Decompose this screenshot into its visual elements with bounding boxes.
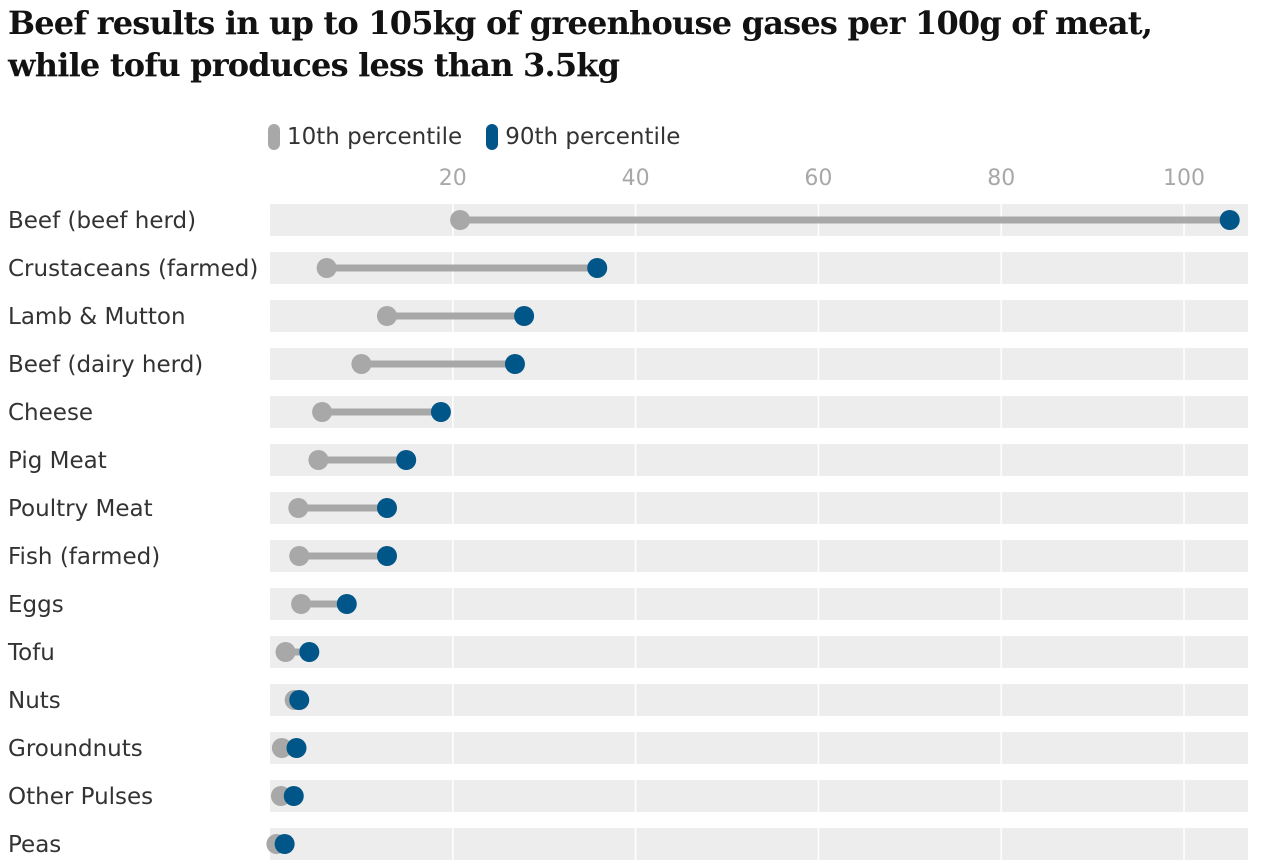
p90-point	[430, 402, 451, 422]
category-label: Fish (farmed)	[8, 544, 160, 570]
legend-label-p90: 90th percentile	[505, 124, 681, 150]
row-band	[270, 780, 1248, 812]
x-tick-label: 40	[622, 166, 650, 191]
p10-point	[376, 306, 397, 326]
p10-point	[316, 258, 337, 278]
legend-label-p10: 10th percentile	[287, 124, 463, 150]
legend-item-p90: 90th percentile	[486, 124, 680, 150]
category-label: Cheese	[8, 400, 93, 426]
category-label: Tofu	[7, 640, 55, 666]
category-label: Poultry Meat	[8, 496, 153, 522]
row-band	[270, 828, 1248, 860]
row-band	[270, 732, 1248, 764]
chart-title: Beef results in up to 105kg of greenhous…	[8, 4, 1153, 84]
p90-point	[283, 786, 304, 806]
legend-item-p10: 10th percentile	[268, 124, 462, 150]
p10-point	[271, 738, 292, 758]
row-band	[270, 540, 1248, 572]
p90-point	[299, 642, 320, 662]
dot-range-chart: 20 40 60 80 100 Beef (beef herd) Crustaceans (…	[7, 166, 1248, 860]
p90-point	[289, 690, 310, 710]
category-label: Other Pulses	[8, 784, 153, 810]
p10-point	[275, 642, 296, 662]
p90-point	[1219, 210, 1240, 230]
legend-swatch-p10	[268, 124, 280, 150]
p10-point	[289, 546, 310, 566]
p90-point	[514, 306, 535, 326]
p90-point	[376, 546, 397, 566]
p90-point	[587, 258, 608, 278]
category-label: Crustaceans (farmed)	[8, 256, 258, 282]
category-label: Beef (dairy herd)	[8, 352, 203, 378]
legend-swatch-p90	[486, 124, 499, 150]
category-label: Pig Meat	[8, 448, 107, 474]
p10-point	[450, 210, 471, 230]
p90-point	[336, 594, 357, 614]
category-label: Peas	[8, 832, 61, 858]
category-label: Groundnuts	[8, 736, 143, 762]
p10-point	[308, 450, 329, 470]
x-tick-label: 80	[987, 166, 1015, 191]
row-band	[270, 588, 1248, 620]
p10-point	[291, 594, 312, 614]
legend: 10th percentile 90th percentile	[268, 120, 704, 154]
p10-point	[351, 354, 372, 374]
row-band	[270, 636, 1248, 668]
category-label: Nuts	[8, 688, 61, 714]
x-tick-label: 100	[1163, 166, 1205, 191]
p10-point	[312, 402, 333, 422]
row-band	[270, 444, 1248, 476]
p90-point	[274, 834, 295, 854]
x-tick-label: 20	[439, 166, 467, 191]
category-label: Lamb & Mutton	[8, 304, 186, 330]
row-band	[270, 684, 1248, 716]
p90-point	[286, 738, 307, 758]
x-tick-label: 60	[804, 166, 832, 191]
row-band	[270, 492, 1248, 524]
p90-point	[504, 354, 525, 374]
p90-point	[376, 498, 397, 518]
category-label: Eggs	[8, 592, 64, 618]
category-label: Beef (beef herd)	[8, 208, 196, 234]
p10-point	[288, 498, 309, 518]
p90-point	[396, 450, 417, 470]
